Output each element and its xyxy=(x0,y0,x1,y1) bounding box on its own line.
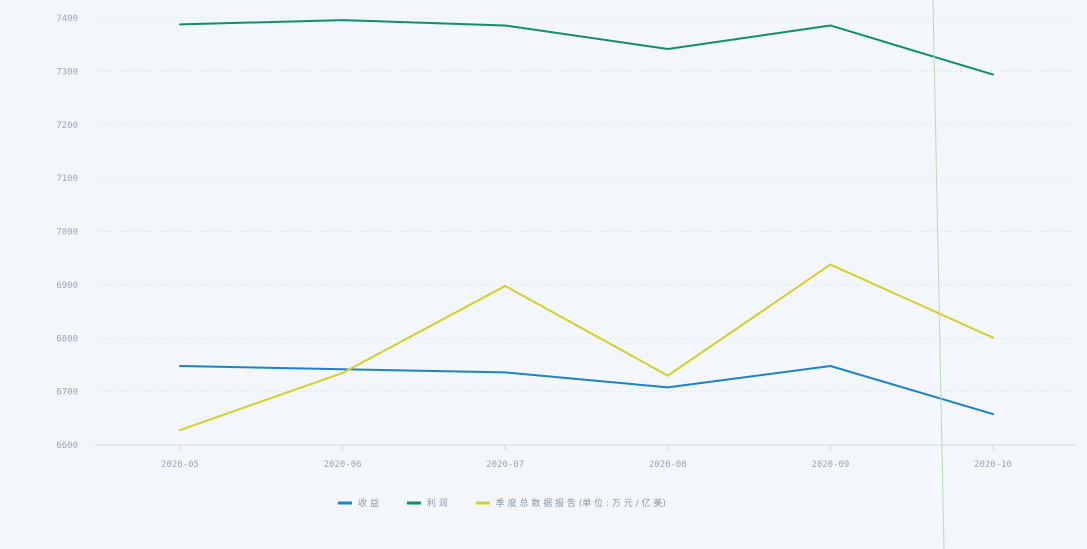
axes: 6600 6700 6800 6900 7000 7100 7200 7300 7400 2020… xyxy=(56,14,1075,470)
x-tick-label: 2020-08 xyxy=(649,460,687,470)
x-tick-label: 2020-07 xyxy=(486,460,524,470)
legend-item-yellow[interactable]: 季 度 总 数 据 报 告 (单 位 : 万 元 / 亿 美) xyxy=(475,497,666,509)
legend-label: 收 益 xyxy=(358,497,379,509)
grid-lines xyxy=(95,17,1075,393)
legend-label: 季 度 总 数 据 报 告 (单 位 : 万 元 / 亿 美) xyxy=(496,497,666,509)
series-line-yellow xyxy=(179,263,994,432)
y-tick-label: 7200 xyxy=(56,121,78,131)
crosshair-line xyxy=(932,0,945,549)
series-line-green xyxy=(179,19,994,76)
y-tick-label: 6900 xyxy=(56,281,78,291)
legend-item-blue[interactable]: 收 益 xyxy=(338,497,379,509)
x-tick-label: 2020-10 xyxy=(974,460,1012,470)
legend-item-green[interactable]: 利 润 xyxy=(406,497,448,509)
y-tick-label: 7000 xyxy=(56,228,78,238)
x-tick-label: 2020-06 xyxy=(324,460,362,470)
legend-label: 利 润 xyxy=(427,497,448,509)
legend: 收 益 利 润 季 度 总 数 据 报 告 (单 位 : 万 元 / 亿 美) xyxy=(338,497,666,509)
y-tick-label: 7300 xyxy=(56,67,78,77)
y-tick-label: 6700 xyxy=(56,388,78,398)
x-tick-label: 2020-09 xyxy=(811,460,849,470)
y-tick-label: 6600 xyxy=(56,441,78,451)
series-lines xyxy=(179,19,994,432)
series-line-blue xyxy=(179,365,994,416)
vertical-marker xyxy=(932,0,945,549)
y-tick-label: 6800 xyxy=(56,334,78,344)
y-tick-label: 7100 xyxy=(56,174,78,184)
x-tick-label: 2020-05 xyxy=(161,460,199,470)
y-tick-label: 7400 xyxy=(56,14,78,24)
